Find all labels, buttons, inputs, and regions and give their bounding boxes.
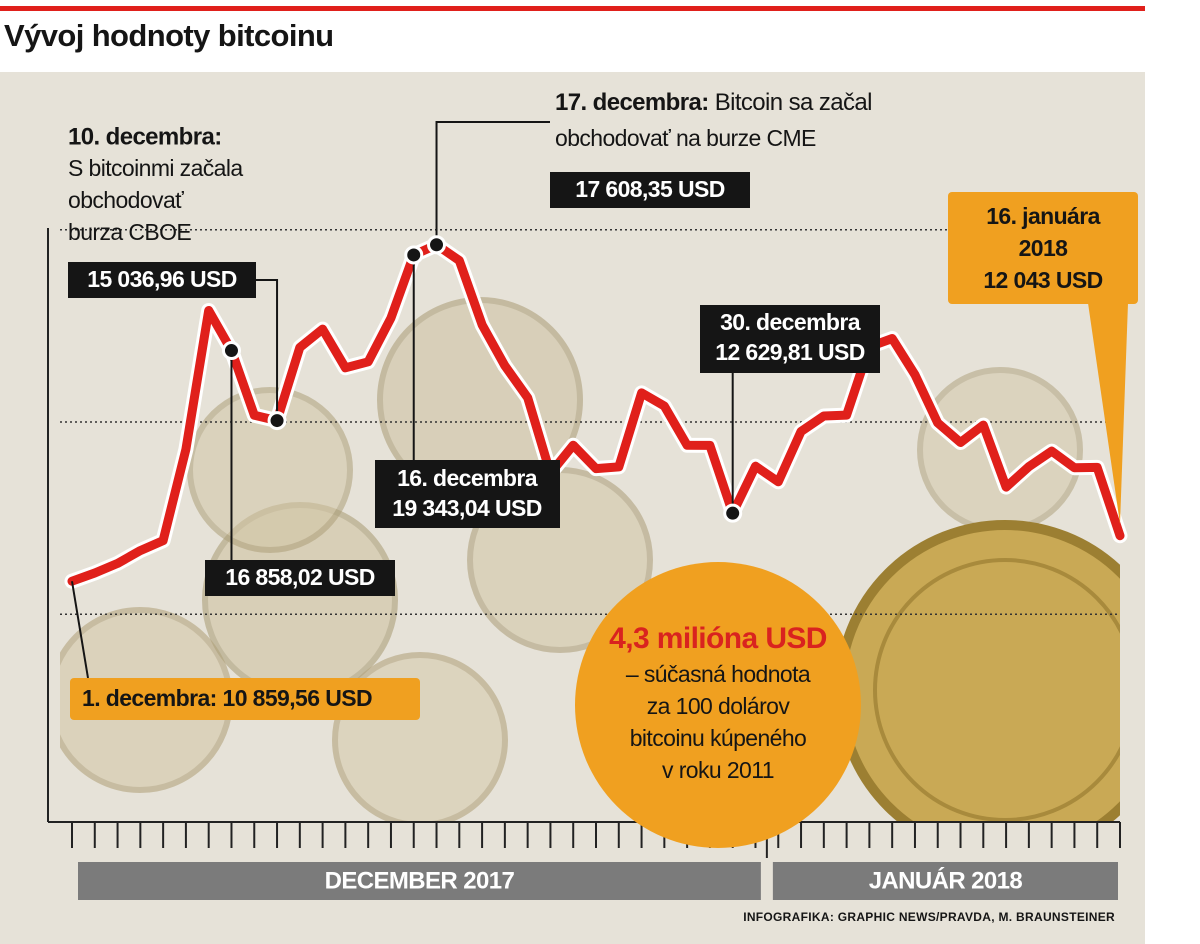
highlight-text: za 100 dolárov <box>647 693 791 719</box>
value-label: 19 343,04 USD <box>392 495 541 521</box>
annotation-value: 17 608,35 USD <box>575 176 724 202</box>
annotation-box <box>550 172 750 208</box>
annotation-title: 16. januára <box>986 203 1100 229</box>
month-label: JANUÁR 2018 <box>869 866 1023 894</box>
point-dot <box>723 503 743 523</box>
annotation: 1. decembra: 10 859,56 USD <box>82 685 372 711</box>
leader-line <box>256 279 279 421</box>
annotation-title: 30. decembra <box>720 309 861 335</box>
highlight-circle <box>575 562 861 848</box>
annotation-text: obchodovať na burze CME <box>555 125 816 151</box>
point-dot <box>427 235 447 255</box>
value-label: 16 858,02 USD <box>225 564 374 590</box>
point-dot <box>221 341 241 361</box>
annotation-box <box>70 678 420 720</box>
page-title: Vývoj hodnoty bitcoinu <box>4 18 334 53</box>
coin <box>187 387 353 553</box>
annotation-text: S bitcoinmi začala <box>68 155 243 181</box>
annotation: 17. decembra: Bitcoin sa začal <box>555 89 872 116</box>
leader-line <box>71 581 89 679</box>
annotation-title: 16. decembra <box>397 465 538 491</box>
month-bar <box>78 862 761 900</box>
highlight-text: – súčasná hodnota <box>626 661 811 687</box>
annotation-box <box>700 305 880 373</box>
month-bar <box>772 862 1118 900</box>
annotation-text: obchodovať <box>68 187 184 213</box>
month-bars: DECEMBER 2017 JANUÁR 2018 <box>78 862 1118 900</box>
annotation-title: 10. decembra: <box>68 123 222 150</box>
gold-coin-ring <box>873 558 1120 822</box>
leader-line <box>435 121 550 245</box>
highlight-title: 4,3 milióna USD <box>609 622 827 655</box>
annotation-text: burza CBOE <box>68 219 191 245</box>
value-label: 12 043 USD <box>983 267 1102 293</box>
value-label: 10 859,56 USD <box>223 685 372 711</box>
point-dot <box>404 245 424 265</box>
grid <box>60 228 1120 616</box>
annotation-title: 17. decembra: <box>555 89 709 116</box>
annotation-title: 1. decembra: <box>82 685 217 711</box>
value-label: 15 036,96 USD <box>87 266 236 292</box>
line <box>67 240 1125 586</box>
month-label: DECEMBER 2017 <box>325 867 515 894</box>
pointer <box>1088 303 1128 524</box>
coins <box>60 297 1120 822</box>
annotation-box <box>948 192 1138 304</box>
annotation-text: 2018 <box>1019 235 1069 261</box>
highlight-text: v roku 2011 <box>662 757 774 783</box>
annotation-text: Bitcoin sa začal <box>715 89 872 116</box>
top-rule <box>0 6 1145 11</box>
point-dot <box>267 411 287 431</box>
source: INFOGRAFIKA: GRAPHIC NEWS/PRAVDA, M. BRA… <box>743 910 1115 924</box>
annotation-box <box>68 262 256 298</box>
annotation-box <box>375 460 560 528</box>
plot <box>64 121 1128 679</box>
annotation-box <box>205 560 395 596</box>
value-label: 12 629,81 USD <box>715 339 864 365</box>
highlight-text: bitcoinu kúpeného <box>630 725 807 751</box>
